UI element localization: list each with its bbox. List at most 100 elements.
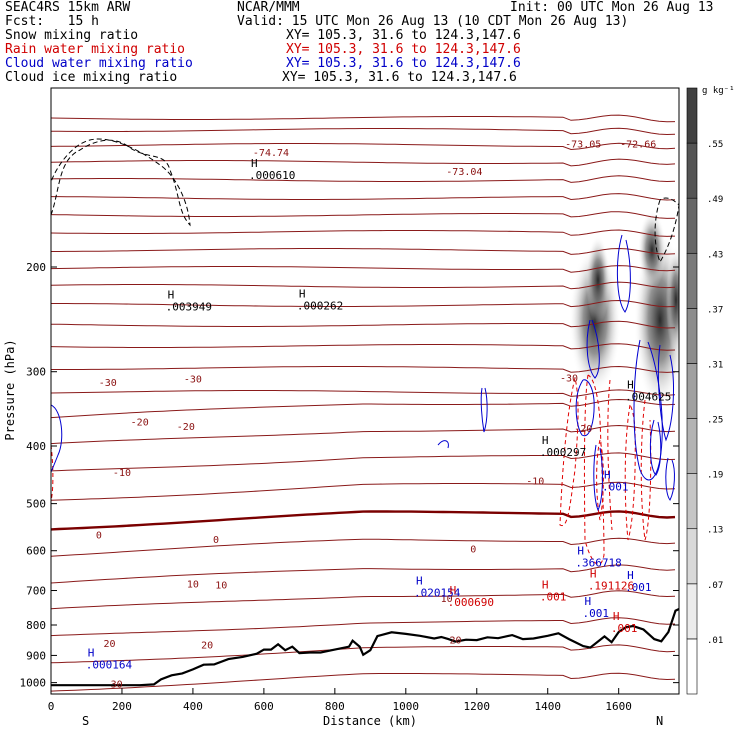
temperature-label: 10 [215,581,227,592]
temperature-label: -30 [184,375,202,386]
x-tick-label: 400 [183,700,203,713]
colorbar-unit: g kg⁻¹ [702,86,735,96]
max-value-labels: H.000610H.003949H.000262H.000297H.004625… [86,157,672,672]
isotherm [51,127,676,136]
isotherm [51,564,676,584]
temperature-label: -20 [574,424,592,435]
isotherm [51,537,676,557]
x-tick-label: 200 [112,700,132,713]
x-tick-label: 1000 [393,700,420,713]
y-axis-label: Pressure (hPa) [3,339,17,440]
temperature-label: 0 [96,530,102,541]
max-label: .001 [582,607,609,620]
valid-time: Valid: 15 UTC Mon 26 Aug 13 (10 CDT Mon … [237,14,629,29]
temperature-label: -73.04 [446,167,482,178]
max-label: .366718 [575,556,621,569]
temperature-label: 20 [104,639,116,650]
max-label: .001 [625,581,652,594]
distance-axis: 0 200 400 600 800 1000 1200 1400 1600 [48,688,632,713]
temperature-label: -30 [560,374,578,385]
y-tick-label: 600 [26,545,46,558]
terrain-surface [51,608,679,687]
temperature-labels: -74.74 -73.04 -73.05 -72.66 -30 -30 -30 -20 -20 -… [96,140,656,691]
isotherm [51,510,676,531]
field-rain-name: Rain water mixing ratio [5,42,186,57]
field-snow-xy: XY= 105.3, 31.6 to 124.3,147.6 [286,28,521,43]
colorbar: .01 .07 .13 .19 .25 .31 .37 .43 .49 .55 [686,87,723,695]
isotherm [51,481,676,501]
isotherm [51,398,676,419]
rain-water-contours [51,374,652,565]
field-cloudwater-name: Cloud water mixing ratio [5,56,193,71]
x-tick-label: 800 [325,700,345,713]
max-label: .001 [602,481,629,494]
isotherm [51,281,676,290]
max-marker: H [584,595,591,608]
isotherm [51,424,676,445]
isotherm [51,389,676,397]
isotherm [51,175,676,183]
colorbar-cell [686,87,698,144]
max-marker: H [627,378,634,391]
model-title: SEAC4RS 15km ARW [5,0,131,15]
y-tick-label: 400 [26,440,46,453]
colorbar-level-label: .55 [707,140,723,150]
colorbar-level-label: .01 [707,636,723,646]
max-marker: H [577,544,584,557]
temperature-label: 30 [111,679,123,690]
x-tick-label: 1200 [464,700,491,713]
x-tick-label: 1600 [605,700,632,713]
max-marker: H [627,569,634,582]
isotherm [51,343,676,351]
temperature-label: 20 [201,641,213,652]
temperature-label: -20 [131,418,149,429]
temperature-label: -30 [99,378,117,389]
x-tick-label: 1400 [534,700,561,713]
isotherm [51,644,676,664]
endpoint-north: N [656,714,663,728]
colorbar-cell [686,252,698,309]
plot-frame [50,87,680,695]
isotherm [51,247,676,255]
y-tick-label: 900 [26,649,46,662]
temperature-label: 20 [449,636,461,647]
temperature-isotherms [51,114,676,692]
max-label: .000297 [540,446,586,459]
isotherm [51,320,676,329]
cloud-ice-contours [51,138,679,264]
temperature-label: 0 [470,545,476,556]
organization: NCAR/MMM [237,0,300,15]
colorbar-level-label: .13 [707,526,723,536]
max-label: .004625 [625,390,671,403]
temperature-label: 10 [187,579,199,590]
isotherm [51,617,676,637]
max-label: .000690 [448,596,494,609]
max-marker: H [613,610,620,623]
colorbar-cell [686,142,698,199]
max-label: .001 [540,590,567,603]
isotherm [51,114,676,123]
max-marker: H [590,567,597,580]
init-time: Init: 00 UTC Mon 26 Aug 13 [510,0,714,15]
temperature-label: -10 [526,476,544,487]
isotherm [51,158,676,167]
x-axis-label: Distance (km) [323,714,417,728]
isotherm [51,229,676,237]
max-label: .000262 [297,299,343,312]
isotherm [51,590,676,610]
forecast-hour: Fcst: 15 h [5,14,99,29]
isotherm [51,211,676,219]
x-tick-label: 600 [254,700,274,713]
isotherm [51,452,676,472]
isotherm [51,299,676,308]
max-marker: H [604,469,611,482]
colorbar-level-label: .37 [707,305,723,315]
colorbar-level-label: .25 [707,416,723,426]
field-cloudice-name: Cloud ice mixing ratio [5,70,178,85]
colorbar-cell [686,638,698,695]
y-tick-label: 500 [26,498,46,511]
y-tick-label: 1000 [20,677,47,690]
isotherm [51,142,676,151]
temperature-label: -74.74 [253,148,289,159]
